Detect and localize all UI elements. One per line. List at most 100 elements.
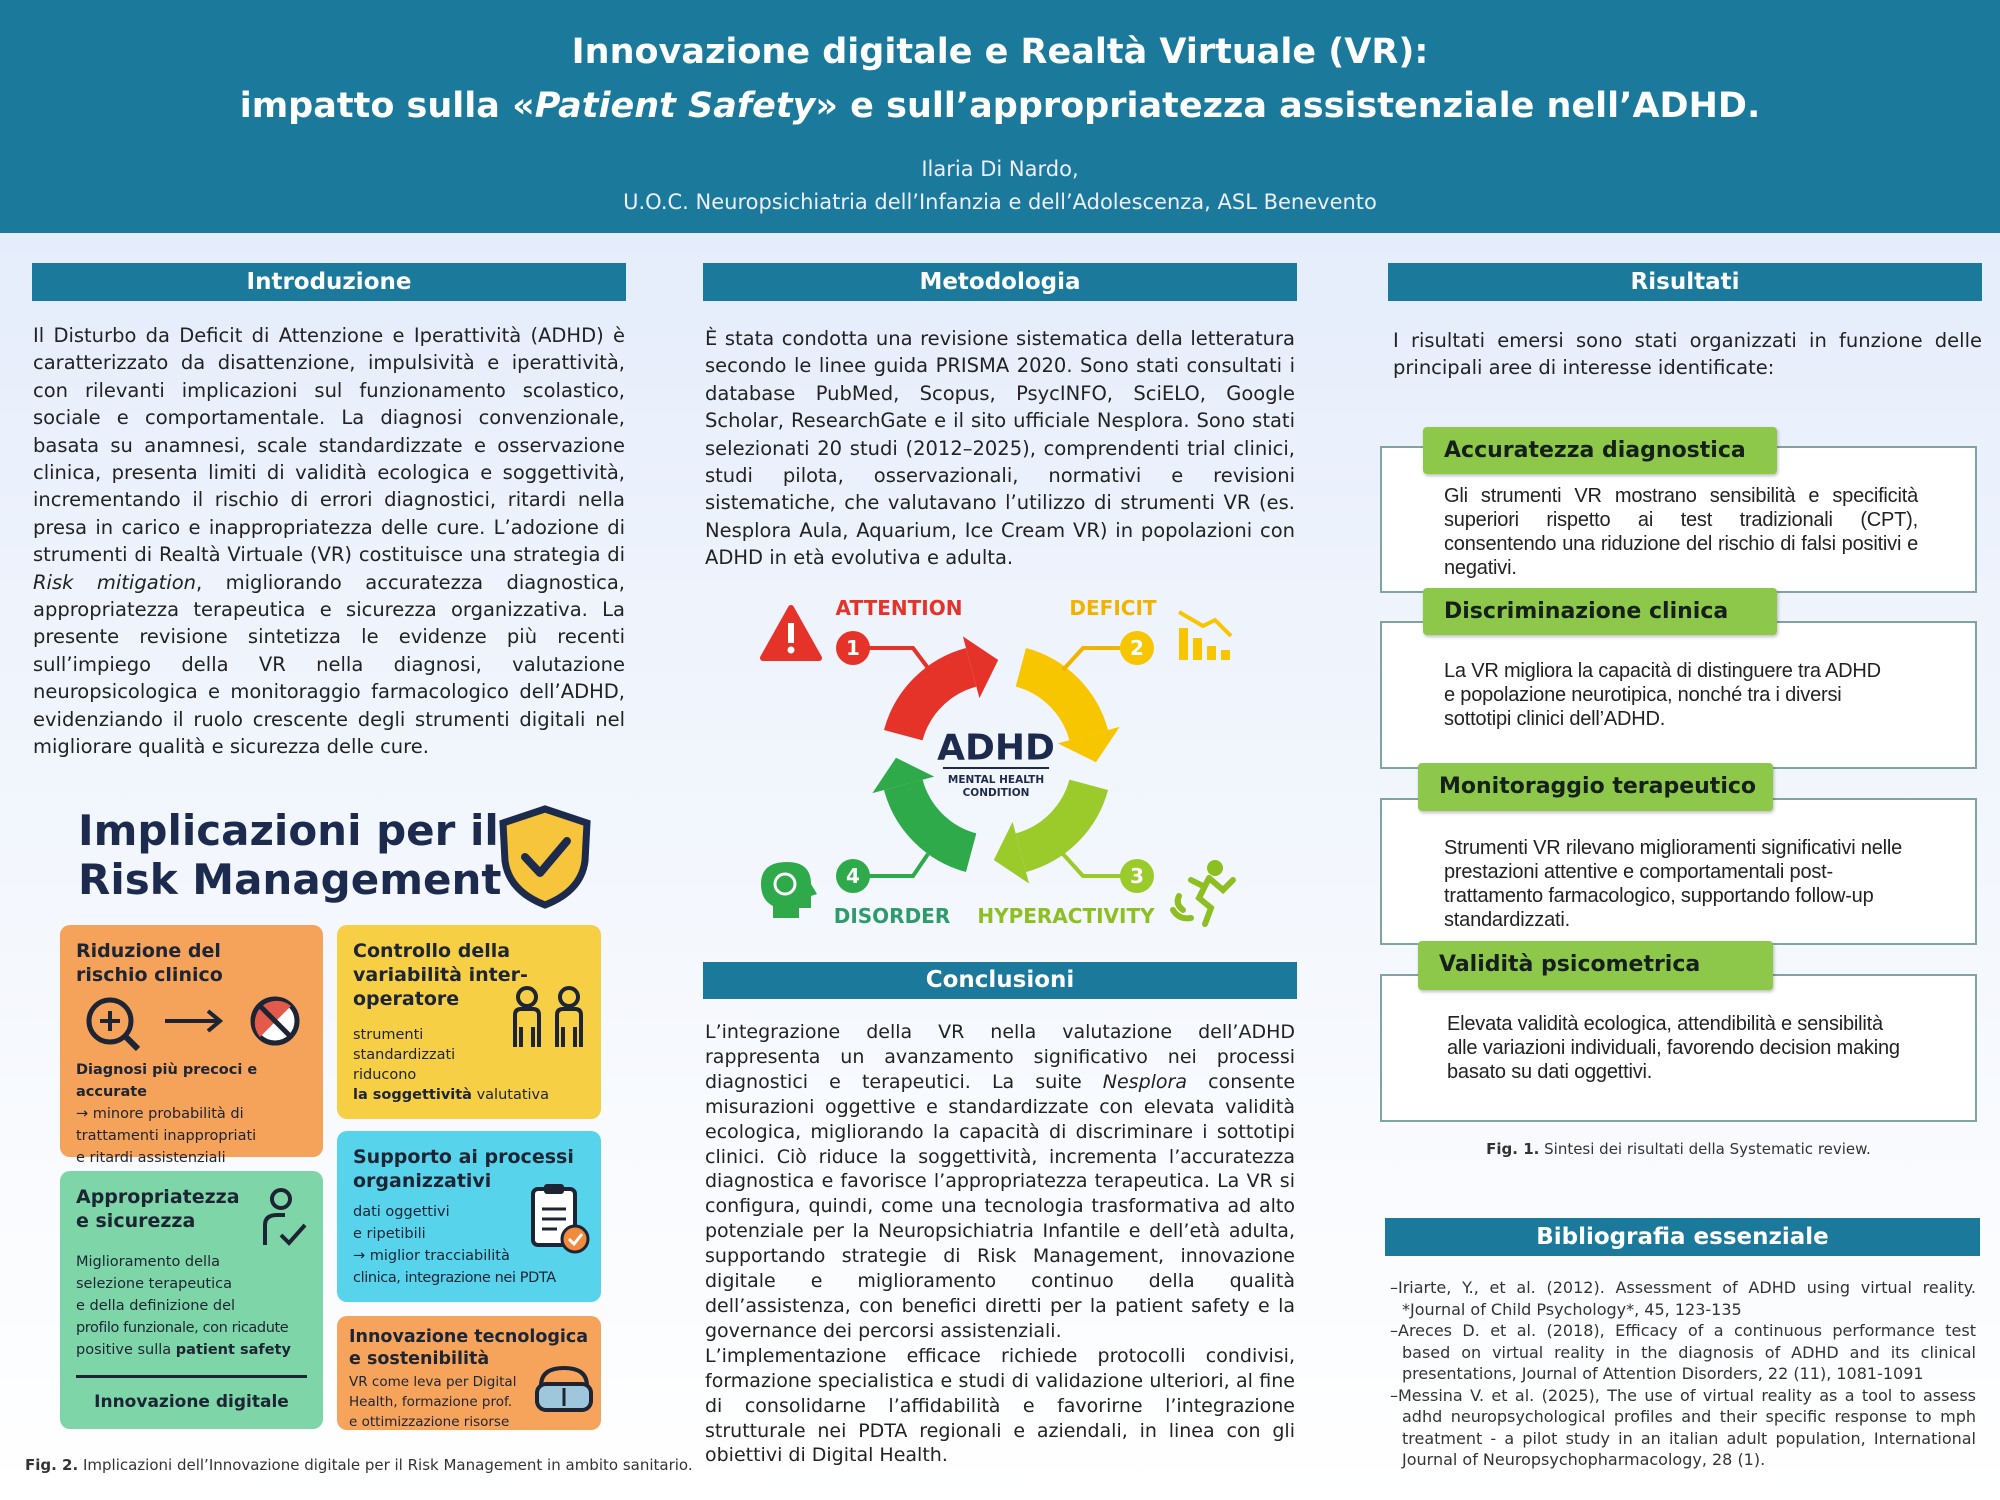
decoration — [499, 805, 591, 909]
card-emphasis: Diagnosi più precoci e accurate — [76, 1062, 258, 1100]
text: , migliorando accuratezza diagnostica, a… — [33, 570, 625, 759]
card-line: e della definizione del — [76, 1298, 236, 1314]
shield-icon — [499, 805, 591, 909]
decoration — [1061, 852, 1137, 878]
decoration — [788, 623, 794, 643]
card-line: la soggettività valutativa — [353, 1085, 585, 1105]
card-line: strumenti — [353, 1027, 424, 1043]
line: operatore — [353, 988, 460, 1010]
decoration — [1014, 647, 1109, 742]
card-line: profilo funzionale, con ricadute — [76, 1320, 289, 1336]
decoration — [773, 872, 797, 896]
card-line: selezione terapeutica — [76, 1276, 232, 1292]
decoration — [122, 1033, 141, 1052]
decoration — [1014, 778, 1109, 873]
title: Innovazione digitale e Realtà Virtuale (… — [571, 32, 1429, 72]
decoration — [1177, 610, 1233, 660]
emphasis: patient safety — [175, 1342, 291, 1358]
figure-title: Implicazioni per il Risk Management — [78, 806, 501, 904]
card-title: Appropriatezza e sicurezza — [76, 1185, 307, 1233]
text: valutativa — [476, 1087, 550, 1103]
line: Risk Management — [78, 855, 502, 904]
reference: –Iriarte, Y., et al. (2012). Assessment … — [1390, 1278, 1976, 1319]
text: Il Disturbo da Deficit di Attenzione e I… — [33, 324, 625, 567]
decoration — [539, 1365, 589, 1387]
line: Innovazione tecnologica — [349, 1327, 589, 1347]
card-icons — [86, 996, 300, 1052]
arrow-head — [872, 757, 935, 794]
people-icon — [513, 986, 583, 1047]
line: Controllo della — [353, 940, 511, 962]
card-line: e ritardi assistenziali — [76, 1150, 226, 1166]
center-subtitle: MENTAL HEALTH — [948, 774, 1044, 786]
decoration — [872, 636, 1120, 884]
card: Controllo della variabilità inter-operato… — [337, 925, 601, 1119]
decoration — [1120, 631, 1154, 665]
card-line: e ottimizzazione risorse — [349, 1414, 510, 1430]
decoration — [1207, 860, 1223, 876]
decoration — [555, 1007, 583, 1047]
emphasis: Nesplora — [1102, 1070, 1188, 1093]
line: e sostenibilità — [349, 1349, 490, 1369]
adhd-diagram: 1 2 3 4 ATTENTION DEFICIT HYPERACTIVITY … — [760, 596, 1236, 928]
header: Innovazione digitale e Realtà Virtuale (… — [0, 0, 2000, 233]
caption-text: Sintesi dei risultati della Systematic r… — [1544, 1140, 1871, 1158]
caption-text: Implicazioni dell’Innovazione digitale p… — [82, 1456, 693, 1474]
emphasis: la soggettività — [353, 1087, 472, 1103]
decoration — [206, 1009, 224, 1033]
person-check-icon — [263, 1188, 307, 1246]
title-part: » e sull’appropriatezza assistenziale ne… — [815, 86, 1761, 126]
step-label: HYPERACTIVITY — [977, 904, 1155, 928]
step-number: 3 — [1130, 864, 1144, 888]
references: –Iriarte, Y., et al. (2012). Assessment … — [1388, 1277, 1976, 1471]
line: organizzativi — [353, 1170, 492, 1192]
section-heading: Metodologia — [703, 263, 1297, 301]
line: Appropriatezza — [76, 1186, 240, 1208]
line: rischio clinico — [76, 964, 223, 986]
decoration — [86, 997, 134, 1045]
decoration — [516, 986, 538, 1008]
card-line: Health, formazione prof. — [349, 1394, 513, 1410]
figure-caption: Fig. 2. Implicazioni dell’Innovazione di… — [25, 1456, 693, 1474]
decoration — [1193, 638, 1202, 660]
card-line: trattamenti inappropriati — [76, 1128, 257, 1144]
card-line: clinica, integrazione nei PDTA — [353, 1270, 556, 1286]
decoration — [1061, 646, 1137, 672]
author: Ilaria Di Nardo, — [921, 157, 1079, 181]
step-label: DEFICIT — [1069, 596, 1156, 620]
section-heading: Risultati — [1388, 263, 1982, 301]
section-heading: Introduzione — [32, 263, 626, 301]
section-heading: Bibliografia essenziale — [1385, 1218, 1980, 1256]
card-title: Innovazione tecnologica e sostenibilità — [349, 1326, 589, 1370]
decoration — [1179, 628, 1188, 660]
method-text: È stata condotta una revisione sistemati… — [705, 327, 1295, 570]
card-line: → minore probabilità di — [76, 1106, 244, 1122]
decoration — [513, 986, 583, 1047]
step-number: 2 — [1130, 636, 1144, 660]
center-subtitle: CONDITION — [963, 787, 1030, 799]
line: Supporto ai processi — [353, 1146, 574, 1168]
line: variabilità inter- — [353, 964, 528, 986]
decoration — [263, 1188, 307, 1246]
card-line: e ripetibili — [353, 1226, 426, 1242]
card-line: dati oggettivi — [353, 1204, 450, 1220]
decoration — [883, 647, 978, 742]
decoration — [1221, 650, 1230, 660]
decoration — [1120, 859, 1154, 893]
line: Implicazioni per il — [78, 806, 499, 855]
section-heading: Conclusioni — [703, 962, 1297, 999]
result-text: La VR migliora la capacità di distinguer… — [1444, 660, 1881, 730]
result-text: Strumenti VR rilevano miglioramenti sign… — [1444, 837, 1903, 931]
arrow-head — [1057, 726, 1120, 763]
result-box — [1380, 974, 1977, 1122]
text: consente misurazioni oggettive e standar… — [705, 1070, 1296, 1342]
decoration — [279, 1223, 307, 1246]
result-title: Accuratezza diagnostica — [1423, 427, 1777, 474]
decoration — [558, 986, 580, 1008]
decoration: ATTENTION DEFICIT HYPERACTIVITY DISORDER — [834, 596, 1157, 928]
step-number: 1 — [846, 636, 860, 660]
results-intro: I risultati emersi sono stati organizzat… — [1393, 329, 1982, 380]
line: e sicurezza — [76, 1210, 196, 1232]
title-part: impatto sulla « — [239, 86, 535, 126]
